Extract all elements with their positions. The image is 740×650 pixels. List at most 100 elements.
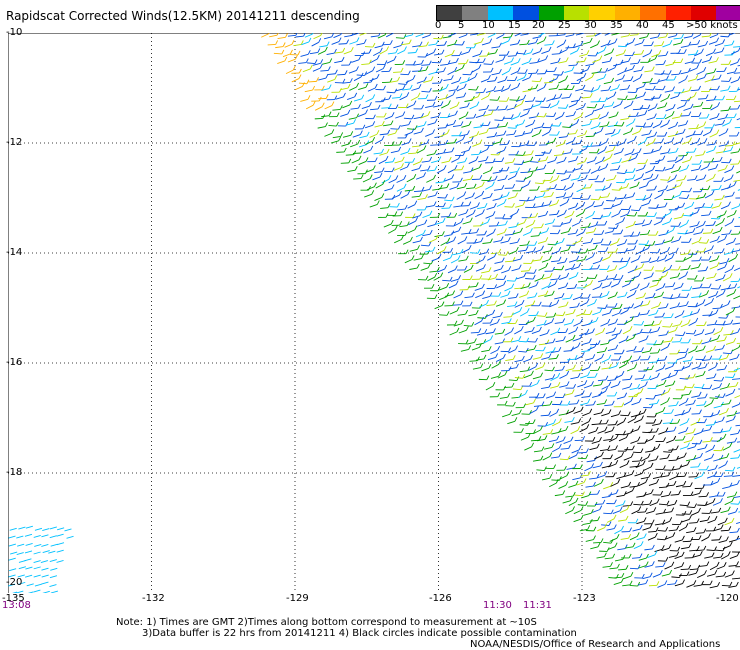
wind-barb — [591, 440, 600, 444]
wind-barb — [399, 95, 408, 101]
wind-barb-flag — [594, 244, 598, 250]
wind-barb-flag — [325, 122, 328, 127]
wind-barb-flag — [504, 174, 508, 180]
wind-barb-flag — [587, 65, 591, 71]
wind-barb-flag — [695, 302, 699, 307]
wind-barb — [613, 151, 622, 155]
wind-barb-flag — [554, 184, 557, 189]
wind-barb-flag — [545, 421, 549, 427]
wind-barb — [432, 188, 441, 191]
wind-barb — [400, 124, 409, 127]
wind-barb-flag — [669, 322, 673, 328]
wind-barb — [374, 124, 383, 128]
wind-barb-flag — [679, 191, 683, 196]
wind-barb — [642, 177, 651, 181]
wind-barb-flag — [688, 543, 692, 548]
wind-barb — [549, 203, 557, 207]
wind-barb-flag — [662, 519, 666, 524]
wind-barb — [570, 178, 579, 181]
wind-barb — [613, 125, 623, 127]
wind-barb-flag — [642, 460, 646, 465]
wind-barb — [580, 69, 588, 74]
wind-barb — [722, 149, 731, 153]
wind-barb-flag — [698, 362, 702, 367]
wind-barb — [679, 446, 688, 450]
wind-barb — [604, 33, 612, 36]
time-label: 11:30 — [483, 600, 512, 611]
wind-barb — [373, 152, 382, 155]
wind-barb-flag — [594, 156, 597, 161]
wind-barb — [488, 127, 498, 129]
wind-barb-flag — [614, 542, 618, 547]
wind-barb — [668, 449, 677, 451]
wind-barb-flag — [340, 132, 344, 137]
wind-barb-flag — [460, 177, 463, 183]
wind-barb — [559, 458, 568, 461]
wind-barb — [668, 151, 677, 154]
wind-barb-flag — [440, 34, 444, 40]
wind-barb — [674, 539, 683, 543]
wind-barb — [416, 80, 425, 84]
wind-barb — [648, 459, 657, 462]
wind-barb-flag — [714, 320, 718, 325]
legend-label: 45 — [662, 20, 675, 31]
wind-barb-flag — [578, 445, 582, 451]
wind-barb-flag — [454, 164, 458, 170]
wind-barb-flag — [515, 319, 518, 324]
wind-barb-flag — [553, 419, 557, 424]
wind-barb — [367, 87, 376, 92]
wind-barb-flag — [334, 69, 338, 74]
wind-barb — [703, 457, 712, 461]
wind-barb — [697, 141, 706, 146]
wind-barb — [628, 157, 636, 162]
wind-barb — [623, 307, 632, 309]
wind-barb — [657, 258, 665, 262]
wind-barb-flag — [592, 252, 596, 257]
wind-barb-flag — [708, 337, 712, 342]
wind-barb — [568, 454, 577, 460]
wind-barb-flag — [465, 33, 468, 36]
wind-barb — [537, 315, 546, 317]
wind-barb-flag — [616, 238, 620, 243]
wind-barb-flag — [561, 111, 565, 117]
wind-barb — [406, 177, 415, 183]
wind-barb-flag — [459, 131, 462, 136]
wind-barb — [485, 313, 493, 318]
wind-barb — [583, 384, 592, 389]
wind-barb — [347, 169, 356, 172]
wind-barb — [516, 222, 525, 226]
wind-barb-flag — [579, 334, 583, 339]
wind-barb — [592, 384, 602, 387]
wind-barb — [470, 33, 479, 36]
wind-barb-flag — [549, 272, 553, 278]
wind-barb — [549, 104, 558, 109]
wind-barb — [669, 306, 678, 310]
wind-barb — [662, 422, 671, 424]
wind-barb-flag — [502, 213, 506, 219]
wind-barb — [477, 317, 486, 319]
wind-barb — [428, 238, 437, 243]
wind-barb-flag — [684, 352, 688, 358]
wind-barb — [416, 124, 425, 128]
wind-barb — [680, 71, 689, 75]
wind-barb-flag — [659, 419, 663, 425]
wind-barb-flag — [605, 375, 609, 380]
wind-barb-flag — [630, 501, 634, 506]
wind-barb-flag — [417, 92, 421, 97]
wind-barb — [535, 195, 544, 199]
wind-barb — [514, 33, 523, 37]
wind-barb — [590, 169, 599, 174]
wind-barb — [424, 250, 434, 253]
wind-barb-flag — [617, 380, 621, 386]
wind-barb — [661, 573, 670, 577]
wind-barb-flag — [505, 220, 508, 225]
wind-barb-flag — [710, 228, 714, 234]
wind-barb-flag — [634, 414, 638, 420]
wind-barb — [729, 483, 738, 487]
wind-barb-flag — [634, 265, 638, 270]
wind-barb-flag — [650, 489, 654, 494]
wind-barb — [662, 212, 671, 218]
wind-barb-flag — [728, 426, 732, 432]
wind-barb-flag — [470, 136, 474, 141]
wind-barb-flag — [591, 463, 595, 468]
